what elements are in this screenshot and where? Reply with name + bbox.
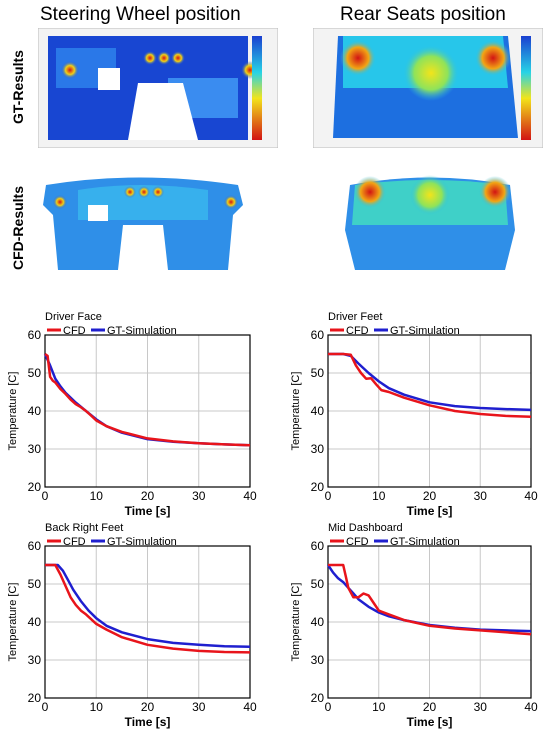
legend-label-cfd: CFD xyxy=(63,325,86,337)
x-tick-label: 20 xyxy=(423,700,437,714)
legend-label-cfd: CFD xyxy=(63,536,86,548)
plot-frame xyxy=(327,545,532,699)
x-tick-label: 40 xyxy=(524,489,538,503)
y-tick-label: 30 xyxy=(28,653,42,667)
gt-rear-seats-heatmap xyxy=(313,28,543,148)
x-tick-label: 30 xyxy=(474,700,488,714)
y-tick-label: 30 xyxy=(311,653,325,667)
legend-label-gt: GT-Simulation xyxy=(107,325,177,337)
x-axis-label: Time [s] xyxy=(407,504,453,518)
plot-frame xyxy=(44,545,251,699)
x-tick-label: 20 xyxy=(141,700,155,714)
x-tick-label: 0 xyxy=(42,700,49,714)
y-axis-label: Temperature [C] xyxy=(290,372,302,451)
legend-label-cfd: CFD xyxy=(346,536,369,548)
x-tick-label: 0 xyxy=(325,700,332,714)
x-tick-label: 0 xyxy=(42,489,49,503)
chart-title: Back Right Feet xyxy=(45,522,123,534)
y-tick-label: 50 xyxy=(28,366,42,380)
rear-seats-header: Rear Seats position xyxy=(340,4,506,25)
x-tick-label: 10 xyxy=(372,700,386,714)
x-tick-label: 10 xyxy=(90,700,104,714)
chart-title: Mid Dashboard xyxy=(328,522,403,534)
x-tick-label: 30 xyxy=(192,489,206,503)
gt-series-line xyxy=(45,563,251,648)
cfd-series-line xyxy=(44,352,251,447)
gt-steering-heatmap xyxy=(38,28,278,148)
y-axis-label: Temperature [C] xyxy=(290,583,302,662)
legend-label-gt: GT-Simulation xyxy=(390,536,460,548)
x-tick-label: 30 xyxy=(192,700,206,714)
x-axis-label: Time [s] xyxy=(407,715,453,729)
y-tick-label: 40 xyxy=(28,404,42,418)
y-tick-label: 30 xyxy=(311,442,325,456)
x-tick-label: 10 xyxy=(90,489,104,503)
legend-label-gt: GT-Simulation xyxy=(390,325,460,337)
legend-label-gt: GT-Simulation xyxy=(107,536,177,548)
x-tick-label: 40 xyxy=(243,700,257,714)
y-tick-label: 50 xyxy=(311,366,325,380)
y-axis-label: Temperature [C] xyxy=(7,372,19,451)
cfd-series-line xyxy=(45,563,251,654)
y-tick-label: 60 xyxy=(311,539,325,553)
cfd-series-line xyxy=(328,563,532,636)
x-tick-label: 40 xyxy=(524,700,538,714)
y-tick-label: 20 xyxy=(311,480,325,494)
y-tick-label: 40 xyxy=(311,404,325,418)
x-tick-label: 40 xyxy=(243,489,257,503)
y-tick-label: 20 xyxy=(28,691,42,705)
cfd-rear-seats-heatmap xyxy=(345,175,515,270)
y-tick-label: 40 xyxy=(311,615,325,629)
y-axis-label: Temperature [C] xyxy=(7,583,19,662)
y-tick-label: 40 xyxy=(28,615,42,629)
steering-wheel-header: Steering Wheel position xyxy=(40,4,241,25)
y-tick-label: 60 xyxy=(28,328,42,342)
x-tick-label: 30 xyxy=(474,489,488,503)
x-axis-label: Time [s] xyxy=(125,504,171,518)
x-tick-label: 20 xyxy=(423,489,437,503)
x-tick-label: 20 xyxy=(141,489,155,503)
y-tick-label: 30 xyxy=(28,442,42,456)
chart-title: Driver Face xyxy=(45,311,102,323)
y-tick-label: 50 xyxy=(311,577,325,591)
x-axis-label: Time [s] xyxy=(125,715,171,729)
x-tick-label: 0 xyxy=(325,489,332,503)
x-tick-label: 10 xyxy=(372,489,386,503)
y-tick-label: 60 xyxy=(28,539,42,553)
chart-title: Driver Feet xyxy=(328,311,382,323)
cfd-series-line xyxy=(328,352,532,418)
y-tick-label: 20 xyxy=(28,480,42,494)
plot-frame xyxy=(44,334,251,488)
plot-frame xyxy=(327,334,532,488)
y-tick-label: 20 xyxy=(311,691,325,705)
legend-label-cfd: CFD xyxy=(346,325,369,337)
y-tick-label: 50 xyxy=(28,577,42,591)
cfd-steering-heatmap xyxy=(43,177,243,270)
y-tick-label: 60 xyxy=(311,328,325,342)
